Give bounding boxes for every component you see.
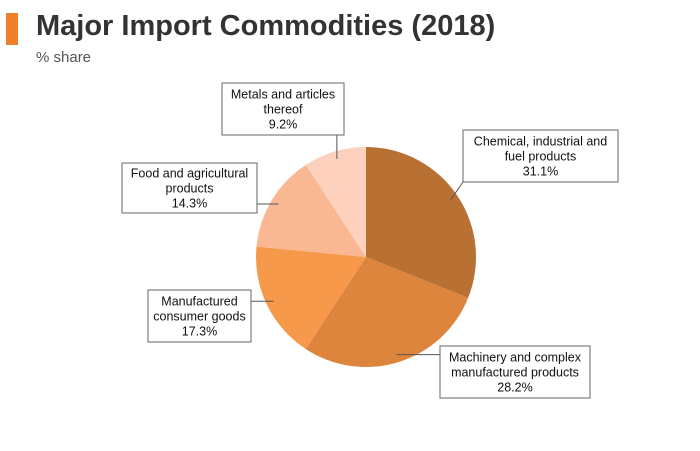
slice-name-label: products [166,182,214,196]
title-accent-bar [6,13,18,45]
slice-name-label: Food and agricultural [131,167,248,181]
slice-value-label: 31.1% [523,165,558,179]
slice-value-label: 17.3% [182,325,217,339]
chart-title: Major Import Commodities (2018) [36,10,496,42]
slice-name-label: Chemical, industrial and [474,135,607,149]
slice-name-label: Metals and articles [231,88,335,102]
chart-subtitle: % share [36,49,92,66]
slice-name-label: consumer goods [153,310,245,324]
label-box [147,289,252,343]
label-box [221,82,345,136]
slice-name-label: Machinery and complex [449,351,582,365]
pie-slice [305,147,366,257]
slice-name-label: thereof [264,103,303,117]
slice-name-label: fuel products [505,150,577,164]
pie-slice [366,147,477,298]
label-box [121,162,258,214]
pie-slice [305,257,469,367]
label-box [462,129,619,183]
leader-line [450,181,464,200]
pie-slice [256,246,366,349]
slice-name-label: manufactured products [451,366,579,380]
slice-value-label: 28.2% [497,381,532,395]
pie-slice [256,164,366,257]
slice-value-label: 14.3% [172,197,207,211]
label-box [439,345,591,399]
slice-value-label: 9.2% [269,118,298,132]
slice-name-label: Manufactured [161,295,237,309]
